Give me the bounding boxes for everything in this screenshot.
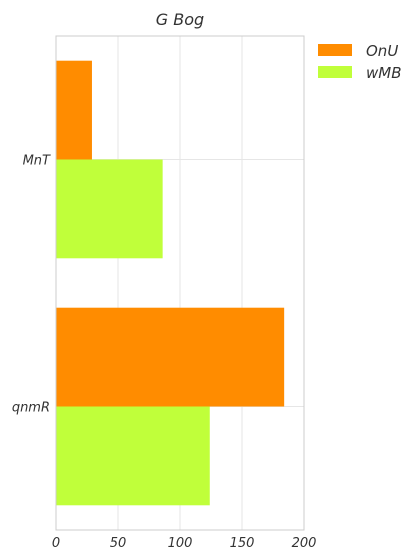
bar-OnU-qnmR [56, 307, 285, 407]
y-tick-label-0: MnT [23, 154, 51, 169]
chart-title: G Bog [156, 10, 204, 29]
x-tick-label-3: 150 [230, 536, 255, 551]
x-tick-label-0: 0 [52, 536, 60, 551]
legend-label-0: OnU [366, 42, 398, 60]
bar-OnU-MnT [56, 60, 92, 160]
y-tick-label-1: qnmR [12, 401, 50, 416]
bars [56, 60, 285, 506]
y-axis-ticks: MnT qnmR [12, 154, 51, 416]
x-axis-ticks: 0 50 100 150 200 [52, 536, 317, 551]
legend-label-1: wMB [366, 64, 402, 82]
x-tick-label-1: 50 [110, 536, 127, 551]
legend-swatch-1 [318, 66, 352, 78]
legend-swatch-0 [318, 44, 352, 56]
plot-frame [55, 35, 305, 531]
x-tick-label-4: 200 [292, 536, 317, 551]
bar-wMB-qnmR [56, 406, 210, 506]
legend: OnU wMB [318, 42, 402, 82]
x-tick-label-2: 100 [168, 536, 193, 551]
bar-wMB-MnT [56, 159, 163, 259]
